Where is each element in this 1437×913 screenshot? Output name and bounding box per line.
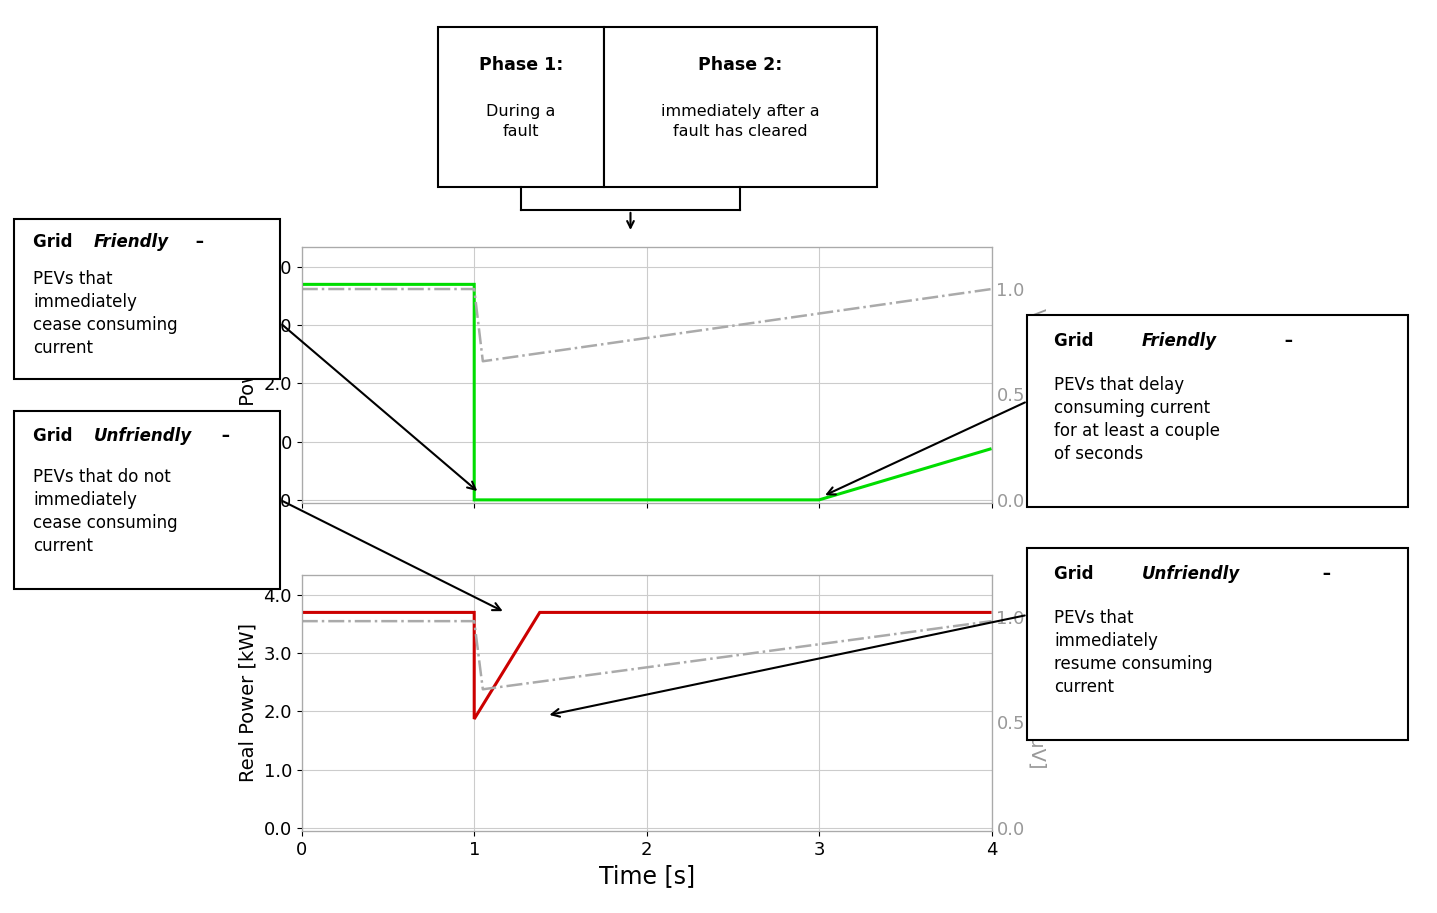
Text: PEVs that delay
consuming current
for at least a couple
of seconds: PEVs that delay consuming current for at… (1055, 376, 1220, 463)
Text: Unfriendly: Unfriendly (1142, 565, 1240, 583)
Text: Grid: Grid (33, 427, 78, 445)
Text: –: – (1279, 332, 1293, 351)
FancyBboxPatch shape (1027, 315, 1408, 507)
FancyBboxPatch shape (1027, 548, 1408, 740)
Text: –: – (217, 427, 230, 445)
Text: –: – (1316, 565, 1331, 583)
FancyBboxPatch shape (604, 27, 877, 187)
Text: Unfriendly: Unfriendly (95, 427, 193, 445)
FancyBboxPatch shape (14, 219, 280, 379)
Y-axis label: Voltage [puV]: Voltage [puV] (1026, 636, 1046, 769)
Text: Grid: Grid (1055, 565, 1099, 583)
Text: PEVs that do not
immediately
cease consuming
current: PEVs that do not immediately cease consu… (33, 467, 178, 554)
Text: Friendly: Friendly (1142, 332, 1217, 351)
Text: Phase 2:: Phase 2: (698, 57, 782, 74)
Text: immediately after a
fault has cleared: immediately after a fault has cleared (661, 104, 819, 139)
FancyBboxPatch shape (438, 27, 604, 187)
Y-axis label: Voltage [puV]: Voltage [puV] (1026, 309, 1046, 441)
Y-axis label: Real Power [kW]: Real Power [kW] (239, 295, 259, 454)
Text: PEVs that
immediately
resume consuming
current: PEVs that immediately resume consuming c… (1055, 609, 1213, 696)
Text: –: – (190, 234, 204, 251)
Text: During a
fault: During a fault (486, 104, 556, 139)
Y-axis label: Real Power [kW]: Real Power [kW] (239, 624, 259, 782)
X-axis label: Time [s]: Time [s] (599, 864, 694, 888)
Text: Grid: Grid (1055, 332, 1099, 351)
Text: Grid: Grid (33, 234, 78, 251)
FancyBboxPatch shape (14, 411, 280, 589)
Text: Friendly: Friendly (95, 234, 170, 251)
Text: PEVs that
immediately
cease consuming
current: PEVs that immediately cease consuming cu… (33, 270, 178, 357)
Text: Phase 1:: Phase 1: (479, 57, 563, 74)
